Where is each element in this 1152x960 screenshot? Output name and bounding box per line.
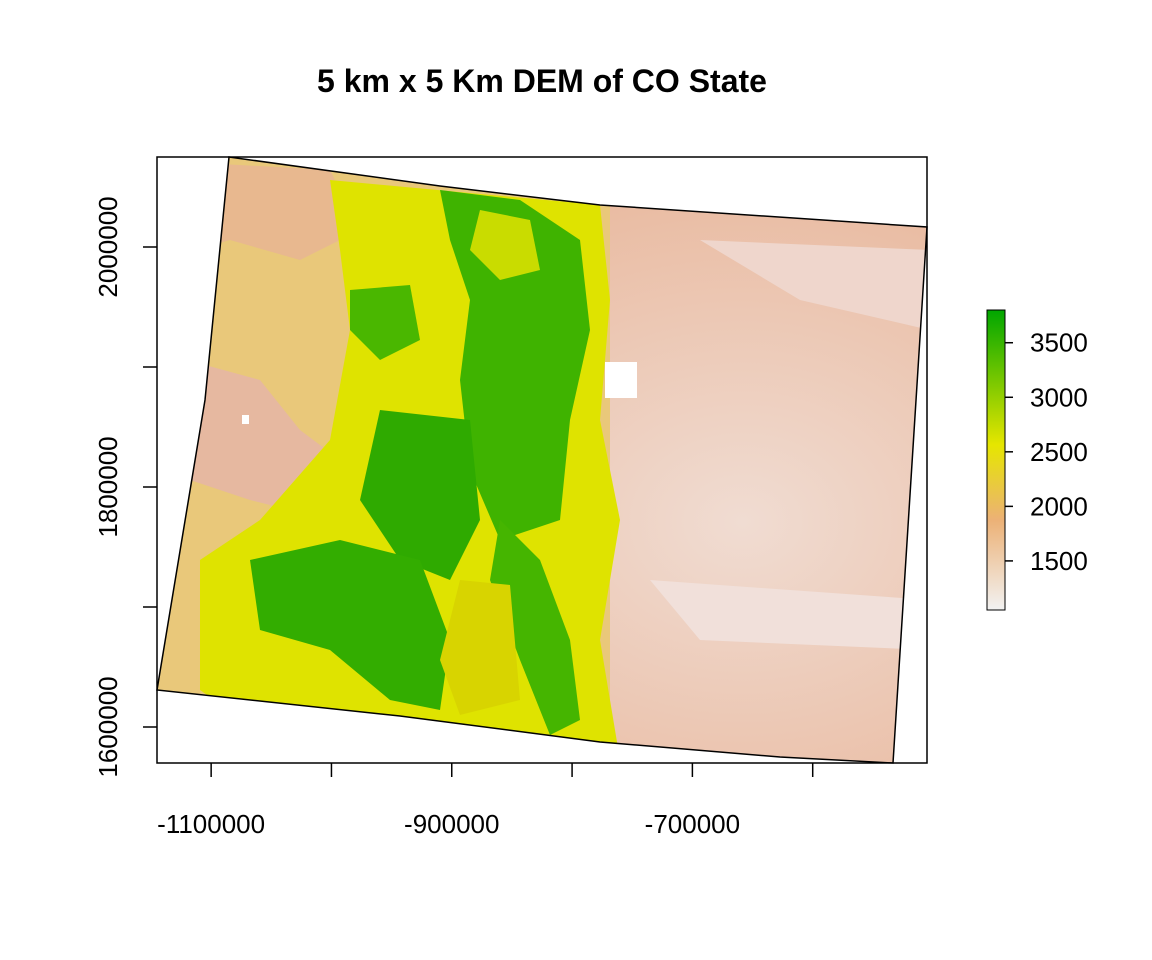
legend-tick-label: 1500 (1030, 546, 1088, 576)
legend-tick-label: 2000 (1030, 491, 1088, 521)
state-outline (156, 156, 928, 764)
north-park (470, 210, 540, 280)
legend-tick-label: 3500 (1030, 328, 1088, 358)
san-juan-mountains (250, 540, 450, 710)
map-title: 5 km x 5 Km DEM of CO State (317, 63, 767, 99)
legend-ticks: 1500 2000 2500 3000 3500 (1005, 328, 1088, 576)
y-axis: 1600000 1800000 2000000 (93, 196, 157, 778)
nodata-patch-denver (605, 362, 637, 398)
legend-tick-label: 2500 (1030, 437, 1088, 467)
legend-colorbar (986, 309, 1006, 611)
arkansas-drainage (650, 580, 927, 650)
san-luis-valley (440, 580, 520, 715)
y-tick-label: 2000000 (93, 196, 123, 297)
nodata-patch-west (242, 415, 249, 424)
x-tick-label: -700000 (645, 809, 740, 839)
x-axis: -1100000 -900000 -700000 (157, 763, 814, 839)
y-tick-label: 1800000 (93, 436, 123, 537)
south-platte-drainage (700, 240, 927, 330)
y-tick-label: 1600000 (93, 676, 123, 777)
northwest-range (350, 285, 420, 360)
plot-frame (156, 156, 928, 764)
legend-tick-label: 3000 (1030, 382, 1088, 412)
x-tick-label: -1100000 (157, 809, 265, 839)
x-tick-label: -900000 (404, 809, 499, 839)
terrain-layer (157, 157, 927, 763)
central-mountains (360, 410, 480, 580)
color-legend: 1500 2000 2500 3000 3500 (986, 309, 1088, 611)
front-range (440, 190, 590, 540)
sangre-de-cristo (490, 520, 580, 735)
northwest-basin (157, 160, 360, 260)
